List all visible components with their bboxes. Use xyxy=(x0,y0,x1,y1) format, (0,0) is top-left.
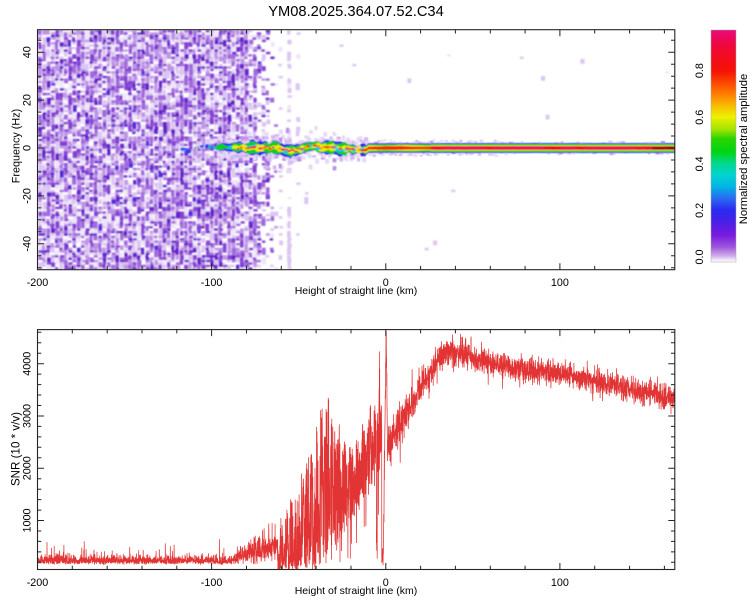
svg-text:0.4: 0.4 xyxy=(694,156,706,171)
svg-text:2000: 2000 xyxy=(22,456,34,480)
svg-text:Height of straight line (km): Height of straight line (km) xyxy=(295,285,418,297)
svg-text:3000: 3000 xyxy=(22,404,34,428)
svg-text:SNR (10 * v/v): SNR (10 * v/v) xyxy=(10,412,23,486)
svg-text:-200: -200 xyxy=(27,577,49,589)
svg-text:4000: 4000 xyxy=(22,352,34,376)
svg-text:-40: -40 xyxy=(22,236,34,252)
svg-text:Normalized spectral amplitude: Normalized spectral amplitude xyxy=(738,74,750,224)
svg-text:0: 0 xyxy=(22,145,34,151)
svg-text:Frequency (Hz): Frequency (Hz) xyxy=(11,109,23,183)
svg-text:0.8: 0.8 xyxy=(694,63,706,78)
svg-text:0.2: 0.2 xyxy=(694,203,706,218)
svg-text:-200: -200 xyxy=(27,277,49,289)
svg-text:100: 100 xyxy=(551,277,569,289)
svg-text:Height of straight line (km): Height of straight line (km) xyxy=(295,585,418,597)
svg-text:-20: -20 xyxy=(22,188,34,204)
svg-text:0: 0 xyxy=(383,577,389,589)
svg-text:20: 20 xyxy=(22,94,34,106)
svg-text:YM08.2025.364.07.52.C34: YM08.2025.364.07.52.C34 xyxy=(268,4,444,20)
svg-text:0.0: 0.0 xyxy=(694,249,706,264)
svg-text:-100: -100 xyxy=(201,277,223,289)
svg-text:0: 0 xyxy=(383,277,389,289)
svg-text:-100: -100 xyxy=(201,577,223,589)
svg-text:100: 100 xyxy=(551,577,569,589)
svg-text:1000: 1000 xyxy=(22,508,34,532)
svg-text:40: 40 xyxy=(22,46,34,58)
svg-text:0.6: 0.6 xyxy=(694,110,706,125)
